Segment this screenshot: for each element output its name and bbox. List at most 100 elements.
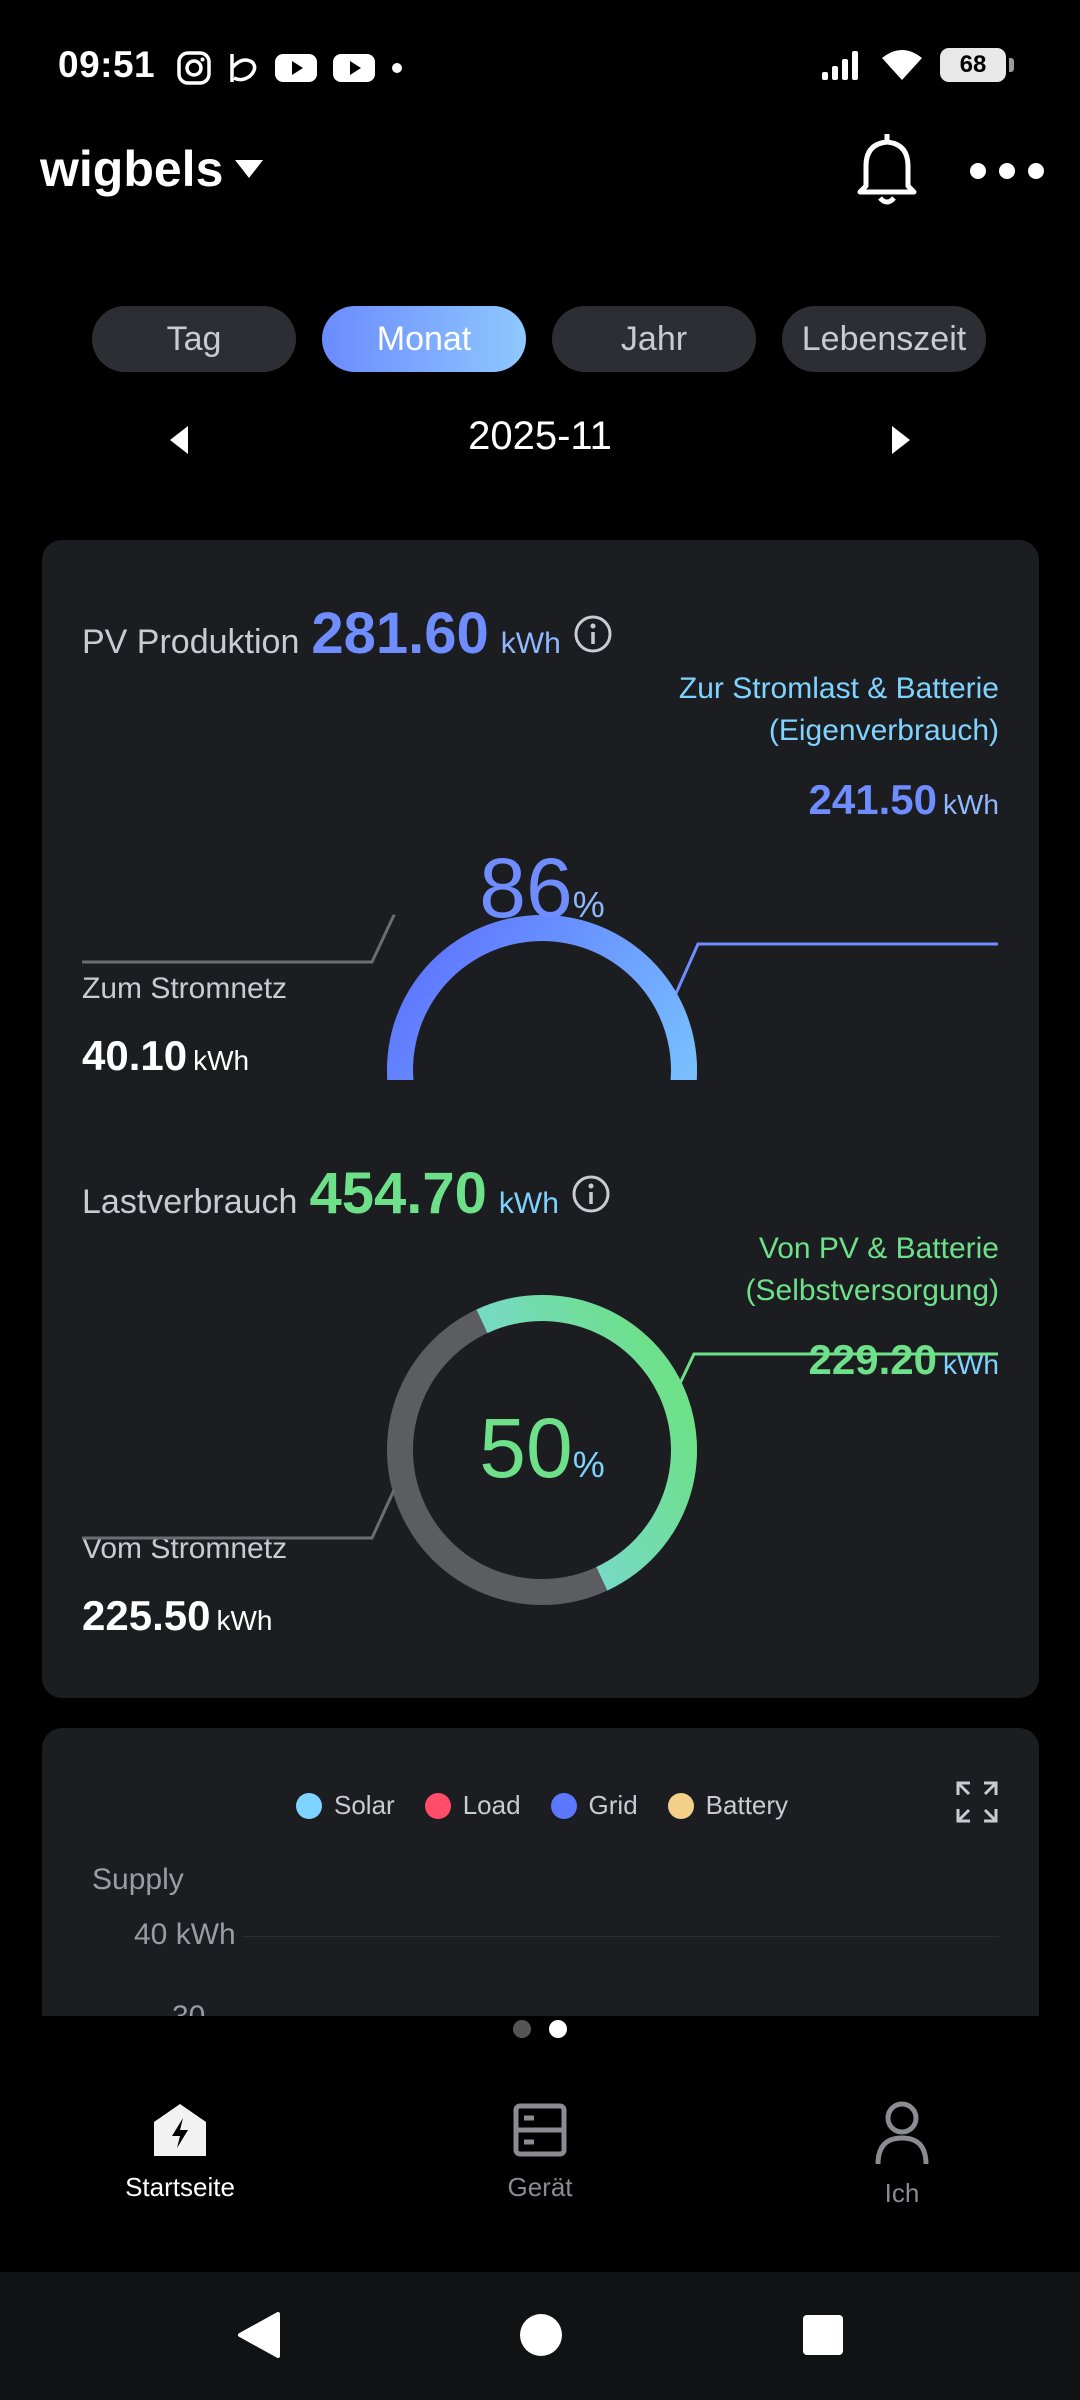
signal-icon	[822, 51, 858, 80]
info-icon-2[interactable]	[571, 1174, 611, 1214]
load-gauge-arc	[387, 1295, 697, 1605]
pv-self-use-leader-line	[672, 942, 998, 1000]
pager-dot-1[interactable]	[513, 2020, 531, 2038]
status-time: 09:51	[58, 44, 156, 85]
bell-icon[interactable]	[852, 130, 922, 210]
legend-dot-grid	[550, 1792, 577, 1819]
load-gauge-center: 50%	[442, 1400, 642, 1497]
tab-day[interactable]: Tag	[92, 306, 296, 372]
tab-lifetime[interactable]: Lebenszeit	[782, 306, 986, 372]
chart-gridline	[242, 1936, 999, 1937]
plant-name: wigbels	[40, 141, 224, 197]
bottom-navigation: Startseite Gerät Ich	[0, 2060, 1080, 2272]
device-icon	[513, 2103, 567, 2157]
card-pager	[0, 2020, 1080, 2038]
period-tabs: Tag Monat Jahr Lebenszeit	[92, 306, 986, 372]
load-gauge	[387, 1295, 697, 1605]
load-grid-import-value-row: 225.50 kWh	[82, 1592, 287, 1640]
legend-item-battery[interactable]: Battery	[667, 1790, 789, 1821]
battery-indicator: 68	[940, 48, 1014, 82]
chart-axis-title: Supply	[92, 1863, 184, 1896]
nav-home[interactable]: Startseite	[80, 2100, 280, 2203]
legend-item-grid[interactable]: Grid	[550, 1790, 638, 1821]
pv-production-unit: kWh	[500, 627, 561, 660]
pv-self-use-label-1: Zur Stromlast & Batterie	[678, 672, 999, 705]
more-notifications-dot-icon	[392, 63, 402, 73]
legend-label-grid: Grid	[588, 1790, 638, 1820]
energy-summary-card: PV Produktion 281.60 kWh Zur Stromlast &…	[42, 540, 1039, 1698]
wifi-icon	[882, 50, 922, 80]
legend-dot-solar	[296, 1792, 322, 1819]
load-consumption-label: Lastverbrauch	[82, 1183, 298, 1221]
pv-percent-sign: %	[572, 884, 605, 925]
load-percent-value: 50	[479, 1401, 573, 1495]
pv-gauge-center: 86%	[442, 840, 642, 937]
nav-home-label: Startseite	[125, 2172, 235, 2202]
pv-production-header: PV Produktion 281.60 kWh	[82, 600, 613, 667]
system-icons: 68	[820, 48, 1014, 82]
app-header: wigbels	[0, 130, 1080, 230]
chart-legend: Solar Load Grid Battery	[296, 1790, 788, 1821]
next-period-icon[interactable]	[880, 420, 920, 460]
legend-item-load[interactable]: Load	[424, 1790, 521, 1821]
home-icon[interactable]	[518, 2312, 564, 2358]
instagram-icon	[177, 51, 211, 85]
youtube-icon	[275, 54, 317, 82]
legend-label-battery: Battery	[705, 1790, 789, 1820]
legend-item-solar[interactable]: Solar	[296, 1790, 395, 1821]
legend-label-solar: Solar	[334, 1790, 395, 1820]
caret-down-icon	[235, 160, 264, 178]
more-menu-icon[interactable]	[970, 156, 1044, 186]
legend-dot-load	[424, 1792, 451, 1819]
load-grid-import-unit: kWh	[216, 1605, 273, 1636]
load-percent-sign: %	[572, 1444, 605, 1485]
pv-production-value: 281.60	[311, 601, 489, 666]
chart-y-tick-partial: 30	[172, 2000, 205, 2016]
pv-grid-export-value: 40.10	[82, 1032, 188, 1079]
load-grid-import-value: 225.50	[82, 1592, 211, 1639]
user-icon	[875, 2101, 929, 2165]
battery-level: 68	[959, 51, 987, 78]
pv-self-use-value: 241.50	[808, 776, 937, 823]
notification-icons	[176, 50, 404, 86]
nav-device[interactable]: Gerät	[440, 2100, 640, 2203]
pv-grid-export-unit: kWh	[193, 1045, 250, 1076]
pv-self-use-label-2: (Eigenverbrauch)	[768, 714, 999, 747]
pv-grid-export-label: Zum Stromnetz	[82, 972, 288, 1005]
pv-gauge-track	[387, 915, 697, 1080]
youtube-icon-2	[333, 54, 375, 82]
chart-y-tick: 40 kWh	[134, 1918, 236, 1951]
load-self-supply-label-1: Von PV & Batterie	[758, 1232, 999, 1265]
system-navigation-bar	[0, 2272, 1080, 2400]
status-bar: 09:51 68	[0, 0, 1080, 140]
recents-icon[interactable]	[800, 2312, 846, 2358]
tab-month[interactable]: Monat	[322, 306, 526, 372]
home-lightning-icon	[154, 2104, 206, 2156]
legend-dot-battery	[667, 1792, 694, 1819]
load-self-supply-label-2: (Selbstversorgung)	[745, 1274, 999, 1307]
legend-label-load: Load	[462, 1790, 521, 1820]
load-consumption-header: Lastverbrauch 454.70 kWh	[82, 1160, 611, 1227]
pv-self-use-unit: kWh	[943, 789, 999, 820]
fullscreen-icon[interactable]	[955, 1780, 999, 1824]
pv-self-use-block: Zur Stromlast & Batterie (Eigenverbrauch…	[679, 668, 999, 824]
back-icon[interactable]	[236, 2312, 282, 2358]
nav-profile[interactable]: Ich	[802, 2100, 1002, 2209]
previous-period-icon[interactable]	[160, 420, 200, 460]
tab-year[interactable]: Jahr	[552, 306, 756, 372]
plant-selector[interactable]: wigbels	[40, 140, 265, 198]
load-consumption-value: 454.70	[309, 1161, 487, 1226]
date-navigation: 2025-11	[0, 400, 1080, 480]
app-notification-icon	[230, 54, 257, 82]
pv-production-label: PV Produktion	[82, 623, 300, 661]
info-icon[interactable]	[573, 614, 613, 654]
pv-percent-value: 86	[479, 841, 573, 935]
pv-gauge-arc	[387, 915, 697, 1080]
nav-device-label: Gerät	[507, 2172, 573, 2202]
energy-chart-card: Solar Load Grid Battery Supply 40 kWh 30	[42, 1728, 1039, 2016]
pager-dot-2[interactable]	[549, 2020, 567, 2038]
nav-profile-label: Ich	[884, 2178, 920, 2208]
load-consumption-unit: kWh	[498, 1187, 559, 1220]
current-period: 2025-11	[468, 414, 612, 458]
pv-self-use-value-row: 241.50 kWh	[679, 776, 999, 824]
